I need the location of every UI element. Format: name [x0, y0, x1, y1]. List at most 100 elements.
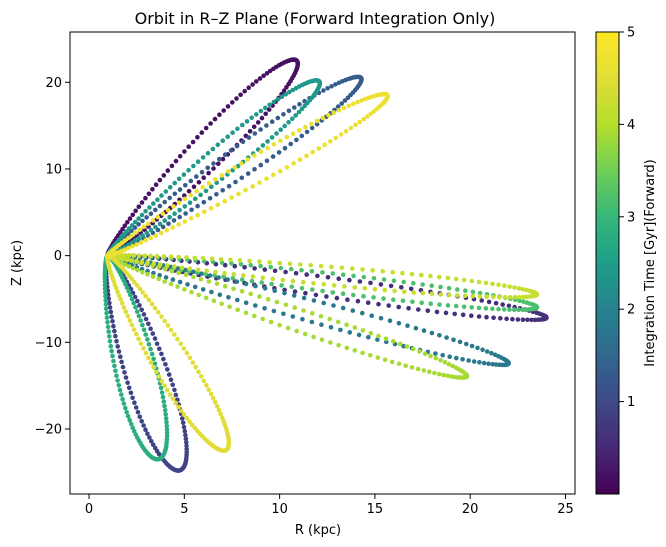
orbit-point — [200, 287, 206, 292]
orbit-point — [201, 175, 206, 180]
orbit-point — [333, 135, 339, 141]
orbit-point — [162, 383, 167, 389]
orbit-point — [286, 81, 291, 87]
orbit-point — [161, 254, 167, 259]
orbit-point — [491, 294, 496, 300]
orbit-point — [176, 270, 181, 276]
orbit-point — [321, 300, 327, 306]
orbit-point — [125, 380, 130, 386]
orbit-point — [285, 325, 291, 331]
orbit-point — [257, 76, 263, 81]
orbit-point — [164, 228, 170, 233]
orbit-point — [127, 318, 133, 323]
orbit-point — [233, 179, 238, 185]
orbit-point — [111, 323, 116, 329]
colorbar-tick-label: 2 — [627, 303, 635, 318]
orbit-point — [222, 284, 228, 289]
orbit-point — [479, 298, 485, 303]
orbit-point — [156, 374, 162, 379]
orbit-point — [149, 301, 155, 307]
orbit-point — [132, 279, 137, 285]
orbit-point — [176, 222, 181, 227]
orbit-point — [419, 300, 425, 306]
orbit-point — [163, 412, 168, 417]
orbit-point — [188, 216, 194, 221]
orbit-point — [210, 146, 216, 152]
orbit-point — [277, 260, 283, 266]
orbit-point — [143, 350, 149, 356]
orbit-point — [200, 155, 206, 160]
orbit-point — [208, 121, 213, 126]
orbit-point — [290, 278, 296, 284]
orbit-point — [227, 304, 232, 310]
orbit-point — [275, 96, 281, 102]
orbit-point — [368, 353, 373, 358]
orbit-point — [182, 219, 188, 224]
colorbar-tick-label: 5 — [627, 26, 635, 41]
orbit-point — [183, 272, 189, 278]
orbit-point — [141, 312, 147, 317]
orbit-point — [253, 283, 258, 289]
orbit-point — [173, 392, 179, 398]
orbit-point — [124, 229, 129, 234]
orbit-point — [186, 144, 191, 149]
orbit-point — [400, 298, 406, 304]
orbit-point — [369, 313, 375, 319]
colorbar — [595, 31, 620, 495]
orbit-point — [486, 361, 491, 367]
orbit-point — [187, 419, 192, 424]
orbit-point — [155, 214, 160, 220]
orbit-point — [404, 344, 410, 349]
orbit-point — [361, 293, 366, 299]
orbit-point — [240, 139, 246, 145]
orbit-point — [512, 285, 517, 290]
orbit-point — [330, 290, 336, 295]
orbit-point — [480, 347, 485, 353]
orbit-point — [151, 365, 156, 370]
orbit-point — [291, 293, 297, 298]
orbit-point — [103, 298, 108, 303]
orbit-point — [515, 317, 521, 322]
orbit-point — [126, 235, 131, 241]
orbit-point — [110, 319, 115, 324]
orbit-point — [170, 382, 175, 388]
orbit-point — [230, 130, 235, 135]
x-tick-label: 15 — [367, 502, 384, 517]
orbit-point — [309, 121, 314, 127]
orbit-point — [269, 119, 275, 124]
orbit-point — [405, 323, 410, 329]
orbit-point — [176, 254, 181, 260]
orbit-point — [252, 131, 258, 136]
orbit-point — [177, 187, 183, 192]
orbit-point — [238, 92, 243, 98]
orbit-point — [466, 358, 471, 363]
orbit-point — [304, 153, 309, 159]
orbit-point — [121, 305, 127, 310]
orbit-point — [319, 337, 325, 343]
orbit-point — [172, 264, 177, 269]
orbit-point — [375, 337, 380, 342]
orbit-point — [446, 292, 452, 298]
orbit-point — [428, 301, 434, 307]
orbit-point — [507, 295, 513, 300]
orbit-point — [124, 409, 129, 415]
orbit-point — [115, 289, 120, 295]
orbit-point — [162, 279, 167, 284]
orbit-point — [198, 192, 203, 198]
orbit-point — [125, 414, 131, 419]
orbit-point — [501, 307, 507, 312]
orbit-point — [271, 99, 277, 105]
orbit-point — [122, 238, 128, 243]
orbit-point — [152, 361, 158, 367]
orbit-point — [203, 188, 209, 194]
orbit-point — [476, 279, 482, 285]
y-tick-label: 20 — [45, 76, 62, 91]
orbit-point — [288, 266, 294, 272]
orbit-point — [330, 271, 336, 276]
orbit-point — [136, 222, 141, 227]
orbit-point — [168, 377, 174, 383]
orbit-point — [328, 325, 334, 330]
orbit-point — [163, 275, 169, 280]
orbit-point — [310, 311, 315, 316]
